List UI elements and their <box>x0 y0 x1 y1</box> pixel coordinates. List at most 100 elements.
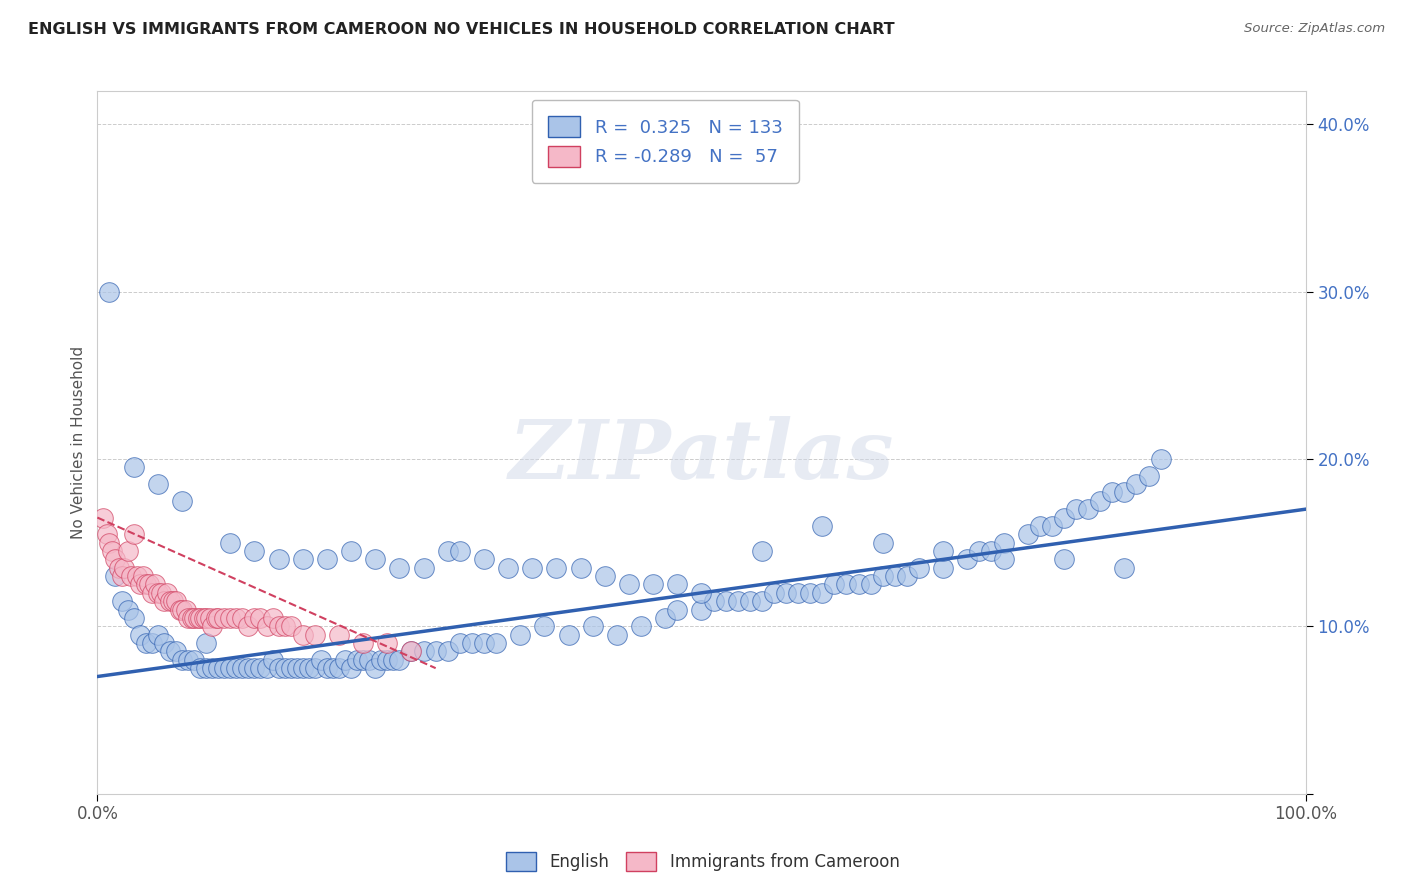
Point <box>195 636 218 650</box>
Point <box>262 611 284 625</box>
Point <box>883 569 905 583</box>
Point <box>993 535 1015 549</box>
Point <box>835 577 858 591</box>
Point <box>219 611 242 625</box>
Point <box>177 611 200 625</box>
Point <box>110 569 132 583</box>
Point <box>775 586 797 600</box>
Point <box>412 644 434 658</box>
Point <box>120 569 142 583</box>
Point <box>425 644 447 658</box>
Point <box>212 611 235 625</box>
Point <box>461 636 484 650</box>
Point <box>1125 477 1147 491</box>
Point <box>557 628 579 642</box>
Point <box>104 552 127 566</box>
Point <box>165 594 187 608</box>
Point <box>96 527 118 541</box>
Point <box>848 577 870 591</box>
Point <box>187 611 209 625</box>
Point <box>1114 560 1136 574</box>
Point <box>932 544 955 558</box>
Point <box>375 653 398 667</box>
Point <box>219 535 242 549</box>
Legend: English, Immigrants from Cameroon: English, Immigrants from Cameroon <box>498 843 908 880</box>
Point <box>401 644 423 658</box>
Point <box>762 586 785 600</box>
Point <box>170 493 193 508</box>
Point <box>751 544 773 558</box>
Point <box>193 611 215 625</box>
Point <box>195 611 218 625</box>
Point <box>156 586 179 600</box>
Point <box>472 552 495 566</box>
Point <box>328 628 350 642</box>
Point <box>146 586 169 600</box>
Point <box>273 661 295 675</box>
Point <box>932 560 955 574</box>
Point <box>243 544 266 558</box>
Point <box>436 644 458 658</box>
Point <box>291 552 314 566</box>
Point <box>117 544 139 558</box>
Point <box>267 552 290 566</box>
Point <box>509 628 531 642</box>
Point <box>298 661 321 675</box>
Point <box>690 602 713 616</box>
Point <box>485 636 508 650</box>
Point <box>1114 485 1136 500</box>
Point <box>150 586 173 600</box>
Point <box>643 577 665 591</box>
Point <box>388 653 411 667</box>
Point <box>316 661 339 675</box>
Point <box>183 611 205 625</box>
Point <box>146 628 169 642</box>
Point <box>249 661 271 675</box>
Point <box>582 619 605 633</box>
Point <box>291 661 314 675</box>
Point <box>201 661 224 675</box>
Point <box>273 619 295 633</box>
Point <box>993 552 1015 566</box>
Point <box>703 594 725 608</box>
Point <box>138 577 160 591</box>
Point <box>141 586 163 600</box>
Point <box>364 552 387 566</box>
Point <box>267 619 290 633</box>
Point <box>1149 452 1171 467</box>
Point <box>243 661 266 675</box>
Point <box>135 636 157 650</box>
Point <box>896 569 918 583</box>
Point <box>617 577 640 591</box>
Point <box>291 628 314 642</box>
Point <box>333 653 356 667</box>
Point <box>304 661 326 675</box>
Point <box>751 594 773 608</box>
Point <box>811 519 834 533</box>
Point <box>666 577 689 591</box>
Point <box>522 560 544 574</box>
Point <box>316 552 339 566</box>
Point <box>117 602 139 616</box>
Point <box>280 661 302 675</box>
Point <box>388 560 411 574</box>
Point <box>122 460 145 475</box>
Point <box>128 628 150 642</box>
Point <box>375 636 398 650</box>
Point <box>231 611 253 625</box>
Text: Source: ZipAtlas.com: Source: ZipAtlas.com <box>1244 22 1385 36</box>
Y-axis label: No Vehicles in Household: No Vehicles in Household <box>72 346 86 539</box>
Point <box>823 577 845 591</box>
Point <box>285 661 308 675</box>
Point <box>231 661 253 675</box>
Point <box>238 619 260 633</box>
Point <box>188 611 211 625</box>
Point <box>108 560 131 574</box>
Point <box>110 594 132 608</box>
Point <box>436 544 458 558</box>
Point <box>352 653 374 667</box>
Text: ENGLISH VS IMMIGRANTS FROM CAMEROON NO VEHICLES IN HOUSEHOLD CORRELATION CHART: ENGLISH VS IMMIGRANTS FROM CAMEROON NO V… <box>28 22 894 37</box>
Point <box>198 611 221 625</box>
Point <box>169 602 191 616</box>
Point <box>183 653 205 667</box>
